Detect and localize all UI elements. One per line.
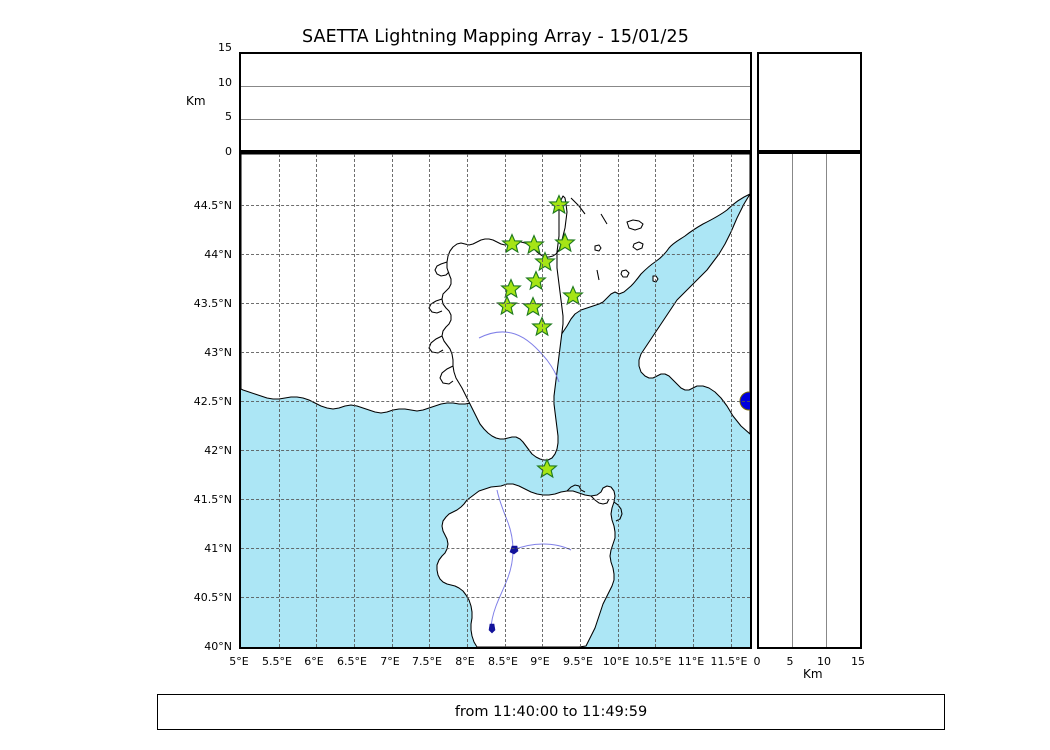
gridline-lat-41	[241, 548, 750, 549]
plan-view-map-panel	[239, 152, 752, 649]
lat-tick-43: 43°N	[204, 346, 232, 359]
sardinia-river-east	[512, 543, 572, 551]
lon-tick-8: 8°E	[455, 655, 475, 668]
lon-tick-6: 6°E	[304, 655, 324, 668]
alt-tick-10: 10	[218, 76, 232, 89]
lon-tick-7.5: 7.5°E	[412, 655, 442, 668]
altitude-longitude-panel	[239, 52, 752, 152]
island-small-1	[632, 241, 644, 251]
station-marker-9	[496, 295, 518, 316]
gridline-lat-43	[241, 352, 750, 353]
station-marker-5	[534, 251, 556, 272]
gridline-lat-40.5	[241, 597, 750, 598]
gridline-lon-6	[316, 154, 317, 647]
gridline-lat-41.5	[241, 499, 750, 500]
gridline-lon-5.5	[279, 154, 280, 647]
gridline-lon-11	[693, 154, 694, 647]
side-axis-label: Km	[803, 667, 823, 681]
gridline-side-10	[826, 154, 827, 647]
gridline-lat-44	[241, 254, 750, 255]
station-marker-1	[548, 194, 570, 215]
island-elba	[626, 219, 644, 231]
gridline-lon-11.5	[731, 154, 732, 647]
station-marker-4	[554, 232, 576, 253]
lon-tick-9: 9°E	[530, 655, 550, 668]
lat-tick-42.5: 42.5°N	[193, 395, 232, 408]
gridline-alt-5	[241, 118, 750, 120]
gridline-side-5	[792, 154, 794, 647]
lat-tick-41: 41°N	[204, 542, 232, 555]
offshore-detail-lines	[570, 197, 608, 281]
lat-tick-41.5: 41.5°N	[193, 493, 232, 506]
lon-tick-8.5: 8.5°E	[488, 655, 518, 668]
alt-tick-5: 5	[225, 110, 232, 123]
page-title: SAETTA Lightning Mapping Array - 15/01/2…	[301, 27, 690, 47]
gridline-lon-7	[392, 154, 393, 647]
side-tick-0: 0	[753, 655, 761, 668]
lon-tick-11.5: 11.5°E	[710, 655, 748, 668]
lon-tick-10: 10°E	[602, 655, 630, 668]
gridline-lat-44.5	[241, 205, 750, 206]
gridline-lon-6.5	[354, 154, 355, 647]
station-marker-7	[525, 270, 547, 291]
lon-tick-9.5: 9.5°E	[563, 655, 593, 668]
lon-tick-6.5: 6.5°E	[337, 655, 367, 668]
lon-tick-5.5: 5.5°E	[262, 655, 292, 668]
gridline-lon-8	[467, 154, 468, 647]
gridline-lon-10	[618, 154, 619, 647]
status-text: from 11:40:00 to 11:49:59	[454, 704, 648, 720]
lon-tick-10.5: 10.5°E	[634, 655, 672, 668]
map-graphic	[241, 154, 750, 647]
station-marker-6	[500, 278, 522, 299]
alt-tick-0: 0	[225, 145, 232, 158]
lat-tick-43.5: 43.5°N	[193, 297, 232, 310]
lat-tick-40: 40°N	[204, 640, 232, 653]
station-marker-2	[501, 233, 523, 254]
gridline-alt-10	[241, 86, 750, 88]
lon-tick-11: 11°E	[677, 655, 705, 668]
station-marker-3	[523, 234, 545, 255]
side-tick-15: 15	[851, 655, 865, 668]
sardinia-lake-2	[488, 623, 496, 634]
gridline-lat-42	[241, 450, 750, 451]
gridline-lon-8.5	[505, 154, 506, 647]
lat-tick-40.5: 40.5°N	[193, 591, 232, 604]
side-tick-10: 10	[817, 655, 831, 668]
gridline-lon-9	[542, 154, 543, 647]
lat-tick-44.5: 44.5°N	[193, 199, 232, 212]
corsica-river	[478, 331, 560, 383]
side-tick-5: 5	[786, 655, 794, 668]
island-small-2	[620, 269, 630, 278]
lat-tick-42: 42°N	[204, 444, 232, 457]
alt-tick-15: 15	[218, 41, 232, 54]
gridline-lon-10.5	[655, 154, 656, 647]
gridline-lon-7.5	[429, 154, 430, 647]
altitude-axis-label: Km	[186, 94, 206, 108]
sardinia-island	[436, 483, 616, 647]
lon-tick-7: 7°E	[380, 655, 400, 668]
gridline-lat-42.5	[241, 401, 750, 402]
altitude-latitude-panel	[757, 152, 862, 649]
lat-tick-44: 44°N	[204, 248, 232, 261]
status-bar: from 11:40:00 to 11:49:59	[157, 694, 945, 730]
lon-tick-5: 5°E	[229, 655, 249, 668]
gridline-lat-43.5	[241, 303, 750, 304]
corner-panel	[757, 52, 862, 152]
gridline-lon-9.5	[580, 154, 581, 647]
island-small-3	[594, 244, 602, 252]
